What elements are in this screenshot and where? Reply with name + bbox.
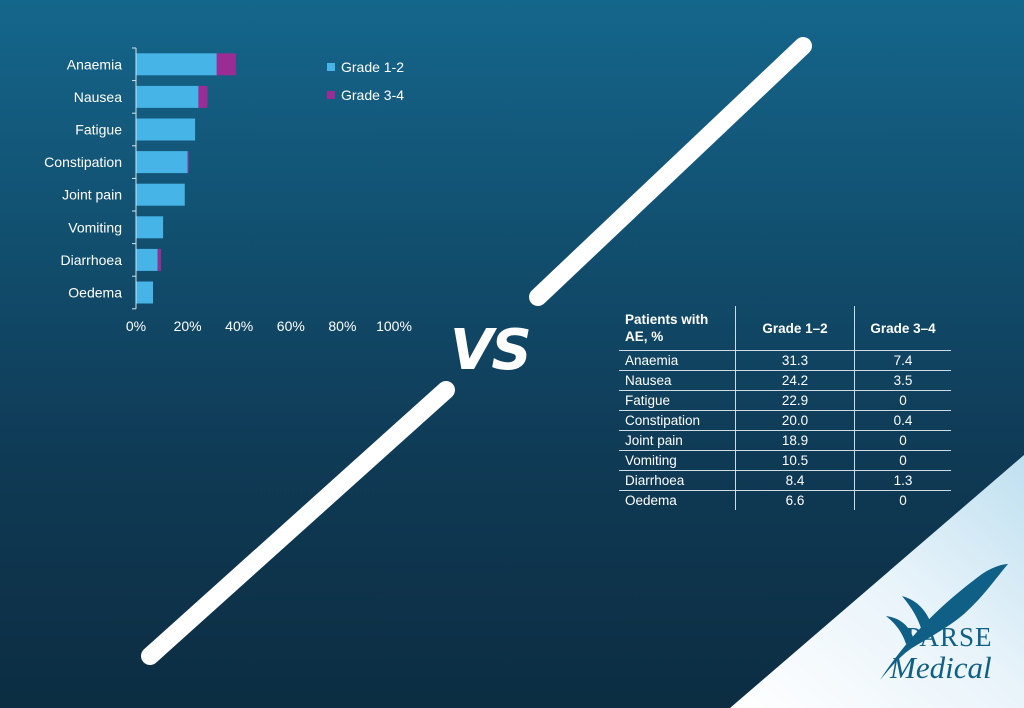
table-row: Joint pain 18.9 0 [619,430,951,451]
bar-grade-1-2 [136,118,196,141]
table-cell: 22.9 [735,390,855,411]
bar-grade-1-2 [136,248,158,271]
table-row: Nausea 24.2 3.5 [619,370,951,391]
table-header-row: Patients with AE, % Grade 1–2 Grade 3–4 [619,306,951,351]
table-cell: 8.4 [735,470,855,491]
table-row: Fatigue 22.9 0 [619,390,951,411]
bar-grade-1-2 [136,151,188,174]
category-label: Nausea [74,89,122,105]
table-row: Anaemia 31.3 7.4 [619,350,951,371]
table-cell: 7.4 [854,350,951,371]
table-row: Constipation 20.0 0.4 [619,410,951,431]
logo-text-medical: Medical [890,650,992,685]
ae-table: Patients with AE, % Grade 1–2 Grade 3–4 … [619,306,951,510]
category-label: Oedema [68,285,122,301]
bar-grade-3-4 [187,151,189,174]
legend-label: Grade 3-4 [341,87,404,103]
category-label: Vomiting [68,219,122,235]
table-cell: 0 [854,430,951,451]
category-label: Anaemia [67,56,122,72]
row-label: Anaemia [619,350,736,371]
x-tick-label: 20% [174,318,202,334]
table-cell: 1.3 [854,470,951,491]
x-tick-label: 100% [376,318,412,334]
bar-grade-1-2 [136,216,164,239]
feather-logo-icon [880,564,1008,680]
row-label: Constipation [619,410,736,431]
table-cell: 24.2 [735,370,855,391]
table-row: Oedema 6.6 0 [619,490,951,510]
header-grade-3-4: Grade 3–4 [854,306,951,351]
corner-triangle [730,455,1024,708]
header-patients-ae: Patients with AE, % [619,306,736,351]
bar-grade-1-2 [136,53,217,76]
bar-grade-3-4 [157,248,162,271]
table-cell: 0 [854,390,951,411]
row-label: Joint pain [619,430,736,451]
table-cell: 0 [854,450,951,471]
table-cell: 6.6 [735,490,855,510]
category-label: Constipation [44,154,122,170]
table-cell: 0.4 [854,410,951,431]
row-label: Fatigue [619,390,736,411]
x-tick-label: 80% [328,318,356,334]
table-cell: 18.9 [735,430,855,451]
x-tick-label: 60% [277,318,305,334]
bar-grade-3-4 [216,53,236,76]
bar-grade-1-2 [136,183,185,206]
row-label: Vomiting [619,450,736,471]
table-cell: 3.5 [854,370,951,391]
category-label: Joint pain [62,187,122,203]
legend-swatch [327,63,335,71]
row-label: Diarrhoea [619,470,736,491]
row-label: Nausea [619,370,736,391]
table-cell: 20.0 [735,410,855,431]
logo-text-parse: PARSE [906,622,993,652]
bar-grade-1-2 [136,85,199,108]
legend-label: Grade 1-2 [341,59,404,75]
legend-swatch [327,91,335,99]
table-row: Diarrhoea 8.4 1.3 [619,470,951,491]
category-label: Fatigue [75,122,122,138]
category-label: Diarrhoea [61,252,123,268]
x-tick-label: 40% [225,318,253,334]
table-row: Vomiting 10.5 0 [619,450,951,471]
table-cell: 31.3 [735,350,855,371]
table-cell: 0 [854,490,951,510]
row-label: Oedema [619,490,736,510]
bar-grade-1-2 [136,281,154,304]
header-grade-1-2: Grade 1–2 [735,306,855,351]
vs-label: VS [450,318,532,383]
table-cell: 10.5 [735,450,855,471]
x-tick-label: 0% [126,318,146,334]
bar-grade-3-4 [198,85,208,108]
